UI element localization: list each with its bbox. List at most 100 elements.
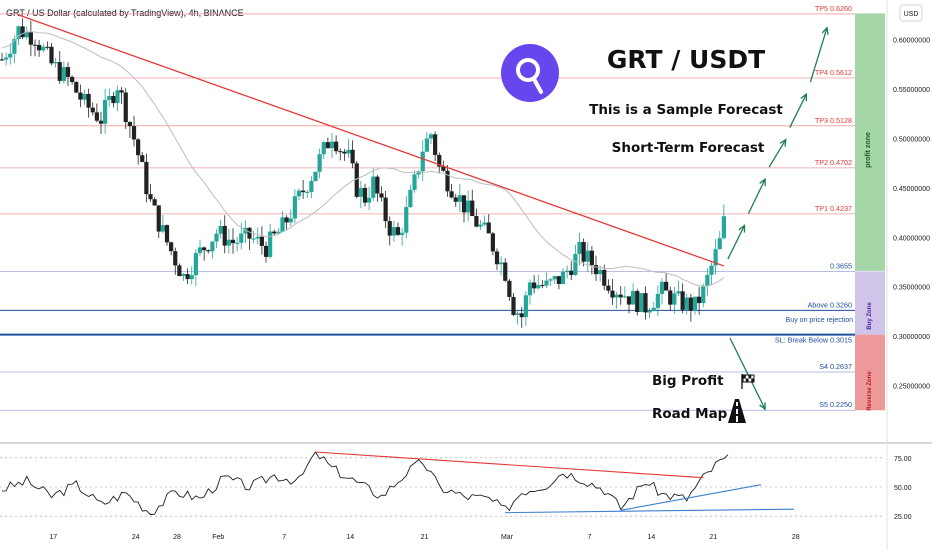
candle-body xyxy=(239,233,244,243)
candle-body xyxy=(37,44,42,51)
candle-body xyxy=(626,296,632,305)
candle-body xyxy=(379,193,384,198)
candle-body xyxy=(540,285,545,287)
candle-body xyxy=(268,231,273,257)
forecast-arrowhead xyxy=(738,224,746,233)
candle-body xyxy=(470,200,475,216)
candle-body xyxy=(602,269,607,286)
level-label: TP5 0.6260 xyxy=(815,4,852,13)
candle-body xyxy=(218,225,223,234)
candle-body xyxy=(449,191,454,198)
candle-body xyxy=(263,245,269,257)
candle-body xyxy=(651,307,656,312)
candle-body xyxy=(684,297,689,310)
candle-body xyxy=(8,53,13,58)
candle-body xyxy=(0,59,5,61)
candle-body xyxy=(466,200,471,213)
trend-lines xyxy=(1,14,829,411)
time-tick-label: 17 xyxy=(49,534,57,541)
candle-body xyxy=(367,197,372,203)
candle-body xyxy=(544,280,549,286)
candle-body xyxy=(573,253,578,275)
candle-body xyxy=(618,294,623,298)
forecast-arrow xyxy=(727,225,746,260)
candle-body xyxy=(247,227,252,239)
price-tick-label: 0.25000000 xyxy=(893,384,930,391)
candle-body xyxy=(457,195,462,202)
candle-body xyxy=(412,174,417,190)
candle-body xyxy=(494,251,500,265)
candle-body xyxy=(70,76,75,83)
time-tick-label: 28 xyxy=(173,534,181,541)
candle-body xyxy=(362,187,368,203)
rsi-resistance-line xyxy=(315,451,704,479)
candle-body xyxy=(53,62,58,64)
candle-body xyxy=(160,225,165,232)
candle-body xyxy=(107,96,112,100)
candle-body xyxy=(375,176,380,194)
candle-body xyxy=(721,216,726,239)
forecast-arrow xyxy=(809,27,828,83)
candle-body xyxy=(140,155,145,162)
level-label: S4 0.2637 xyxy=(819,362,852,371)
descending-trendline xyxy=(18,14,725,267)
candle-body xyxy=(206,250,211,252)
candle-body xyxy=(569,270,574,275)
candle-body xyxy=(115,90,120,104)
time-tick-label: 28 xyxy=(792,534,800,541)
candle-body xyxy=(259,236,264,246)
candle-body xyxy=(585,250,590,262)
candle-body xyxy=(424,138,429,152)
candle-body xyxy=(342,151,347,154)
candle-body xyxy=(20,26,25,38)
price-tick-label: 0.60000000 xyxy=(893,38,930,45)
forecast-arrow xyxy=(768,139,787,168)
time-tick-label: 7 xyxy=(282,534,286,541)
candle-body xyxy=(672,293,677,305)
candle-body xyxy=(78,92,83,100)
candle-body xyxy=(701,285,706,304)
candle-body xyxy=(136,139,141,156)
forecast-arrow xyxy=(789,93,807,128)
candle-body xyxy=(251,238,256,240)
chart-title: GRT / US Dollar (calculated by TradingVi… xyxy=(6,8,244,18)
candle-body xyxy=(610,290,615,298)
time-tick-label: 21 xyxy=(421,534,429,541)
rsi-tick-label: 25.00 xyxy=(894,514,912,521)
candle-body xyxy=(589,250,594,266)
candle-body xyxy=(622,296,627,298)
forecast-arrowhead xyxy=(779,138,787,147)
candle-body xyxy=(321,142,326,155)
candle-body xyxy=(416,171,421,175)
road-map-label: Road Map xyxy=(652,406,728,422)
candle-body xyxy=(185,274,190,280)
candle-body xyxy=(131,126,137,140)
candle-body xyxy=(346,149,351,154)
currency-button[interactable] xyxy=(899,4,923,22)
candle-body xyxy=(445,170,450,192)
candle-body xyxy=(478,224,483,227)
candle-body xyxy=(515,313,520,315)
candle-body xyxy=(664,281,669,291)
candle-body xyxy=(548,279,553,281)
candle-body xyxy=(123,92,128,122)
candle-body xyxy=(276,231,281,234)
price-tick-label: 0.35000000 xyxy=(893,285,930,292)
time-tick-label: 7 xyxy=(588,534,592,541)
candle-body xyxy=(433,134,438,155)
candle-body xyxy=(173,251,178,266)
reverse-zone xyxy=(855,334,885,411)
rsi-rising-line xyxy=(620,484,762,511)
candle-body xyxy=(552,276,557,280)
time-tick-label: 14 xyxy=(647,534,655,541)
candle-body xyxy=(119,90,124,93)
candle-body xyxy=(688,297,693,311)
candle-body xyxy=(292,196,297,219)
price-axis: 0.60000000 0.55000000 0.50000000 0.45000000… xyxy=(893,38,930,391)
forecast-arrowhead xyxy=(821,26,829,35)
candle-body xyxy=(647,311,652,313)
candle-body xyxy=(49,46,54,64)
candle-body xyxy=(65,67,71,77)
candle-body xyxy=(358,187,363,197)
